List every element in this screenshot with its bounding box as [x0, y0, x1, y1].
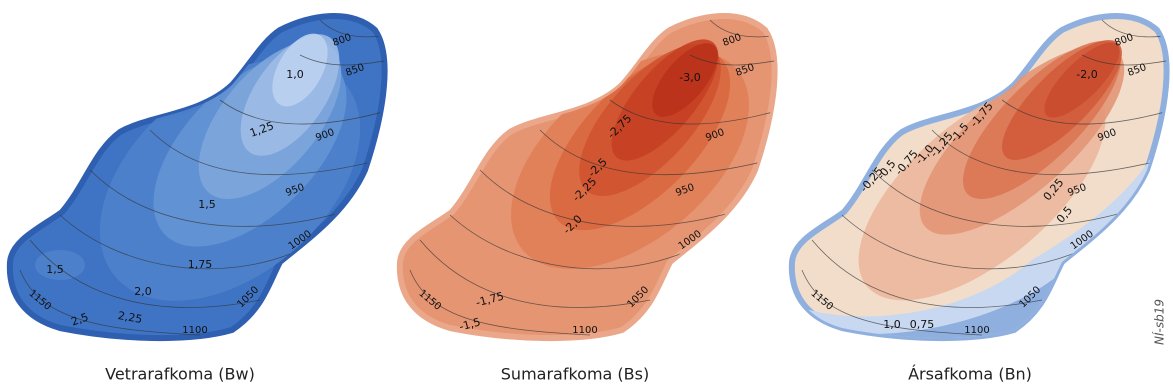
elevation-label: 1100 [964, 325, 989, 336]
balance-label: 1,0 [883, 318, 901, 331]
balance-label: 1,5 [198, 198, 216, 211]
balance-label: 1,0 [286, 68, 304, 81]
balance-label: 1,5 [46, 263, 64, 276]
balance-label: -2,0 [1076, 68, 1097, 81]
glacier-map: 8008509009501000105011001150-2,0-1,75-1,… [782, 16, 1172, 384]
glacier-map: 80085090095010001050110011501,01,251,51,… [10, 11, 406, 384]
credit: NÍ-sb19 [1152, 299, 1167, 345]
balance-label: -3,0 [679, 71, 700, 84]
elevation-label: 1100 [572, 325, 597, 336]
balance-label: 2,0 [134, 285, 152, 298]
map-figure: NÍ-sb19 80085090095010001050110011501,01… [0, 0, 1173, 391]
map-caption: Vetrarafkoma (Bw) [105, 365, 255, 384]
map-caption: Ársafkoma (Bn) [908, 365, 1032, 384]
balance-label: 0,75 [910, 318, 935, 331]
balance-label: 1,75 [188, 258, 213, 271]
elevation-label: 1100 [182, 325, 207, 336]
glacier-map: 8008509009501000105011001150-3,0-2,75-2,… [400, 9, 789, 384]
map-caption: Sumarafkoma (Bs) [501, 365, 649, 384]
